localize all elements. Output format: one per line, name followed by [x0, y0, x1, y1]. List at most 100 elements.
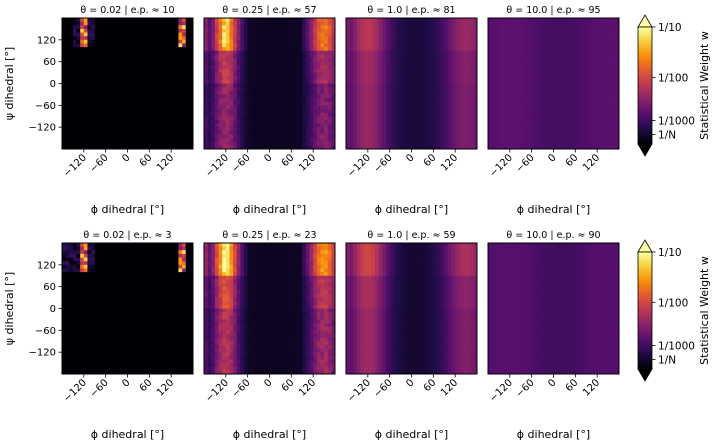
heatmap-cell	[469, 119, 474, 124]
heatmap-cell	[564, 145, 569, 150]
heatmap-cell	[346, 87, 351, 92]
heatmap-cell	[309, 141, 314, 146]
heatmap-cell	[498, 87, 503, 92]
heatmap-cell	[305, 28, 310, 33]
heatmap-cell	[386, 94, 391, 99]
heatmap-cell	[309, 25, 314, 30]
heatmap-cell	[316, 58, 321, 63]
heatmap-cell	[331, 65, 336, 70]
heatmap-cell	[327, 90, 332, 95]
heatmap-cell	[422, 105, 427, 110]
heatmap-cell	[502, 138, 507, 143]
heatmap-cell	[393, 58, 398, 63]
heatmap-cell	[440, 145, 445, 150]
heatmap-cell	[549, 141, 554, 146]
heatmap-cell	[102, 39, 107, 44]
heatmap-cell	[331, 58, 336, 63]
heatmap-cell	[535, 21, 540, 26]
heatmap-cell	[280, 90, 285, 95]
heatmap-cell	[564, 90, 569, 95]
heatmap-cell	[152, 68, 158, 73]
heatmap-cell	[364, 83, 369, 88]
heatmap-cell	[284, 21, 289, 26]
heatmap-cell	[207, 141, 212, 146]
heatmap-cell	[440, 18, 445, 23]
heatmap-cell	[386, 72, 391, 77]
heatmap-cell	[382, 108, 387, 114]
heatmap-cell	[349, 28, 354, 33]
heatmap-cell	[440, 116, 445, 121]
heatmap-cell	[262, 119, 267, 124]
heatmap-cell	[444, 32, 449, 37]
heatmap-cell	[447, 54, 452, 59]
heatmap-cell	[498, 28, 503, 33]
heatmap-cell	[94, 79, 99, 84]
heatmap-cell	[134, 18, 139, 23]
heatmap-cell	[167, 72, 172, 77]
heatmap-cell	[142, 94, 147, 99]
heatmap-cell	[160, 58, 165, 63]
heatmap-cell	[378, 36, 383, 41]
heatmap-cell	[462, 65, 467, 70]
heatmap-cell	[218, 112, 223, 117]
heatmap-cell	[178, 58, 183, 63]
heatmap-cell	[258, 76, 263, 81]
heatmap-cell	[466, 90, 471, 95]
heatmap-cell	[251, 130, 256, 135]
heatmap-cell	[127, 145, 132, 150]
heatmap-cell	[433, 87, 438, 92]
heatmap-cell	[462, 21, 467, 26]
heatmap-cell	[280, 130, 285, 135]
heatmap-cell	[582, 21, 587, 26]
heatmap-cell	[185, 58, 190, 63]
y-tick-label: 120	[37, 35, 56, 46]
heatmap-cell	[436, 101, 442, 106]
heatmap-cell	[578, 98, 584, 103]
heatmap-cell	[167, 127, 172, 132]
heatmap-cell	[120, 116, 125, 121]
heatmap-cell	[360, 123, 365, 128]
heatmap-cell	[214, 54, 219, 59]
heatmap-cell	[189, 138, 194, 143]
heatmap-cell	[76, 47, 81, 52]
heatmap-cell	[167, 108, 172, 114]
heatmap-cell	[502, 116, 507, 121]
heatmap-cell	[182, 134, 187, 139]
heatmap-cell	[331, 50, 336, 55]
heatmap-cell	[254, 94, 259, 99]
heatmap-cell	[244, 83, 249, 88]
heatmap-cell	[185, 76, 190, 81]
heatmap-cell	[269, 43, 274, 48]
heatmap-cell	[233, 134, 238, 139]
heatmap-cell	[538, 123, 543, 128]
heatmap-cell	[524, 39, 529, 44]
heatmap-cell	[455, 43, 460, 48]
heatmap-cell	[353, 65, 358, 70]
heatmap-cell	[222, 47, 227, 52]
heatmap-cell	[269, 145, 274, 150]
heatmap-cell	[145, 127, 150, 132]
heatmap-cell	[426, 138, 431, 143]
heatmap-cell	[356, 72, 361, 77]
heatmap-cell	[258, 61, 263, 66]
heatmap-cell	[109, 108, 114, 114]
heatmap-cell	[127, 50, 132, 55]
heatmap-cell	[447, 123, 452, 128]
heatmap-cell	[225, 18, 230, 23]
heatmap-cell	[302, 98, 307, 103]
heatmap-cell	[83, 47, 88, 52]
heatmap-cell	[444, 130, 449, 135]
heatmap-cell	[549, 127, 554, 132]
heatmap-cell	[382, 98, 387, 103]
heatmap-cell	[123, 68, 128, 73]
heatmap-cell	[94, 47, 99, 52]
heatmap-cell	[524, 108, 529, 114]
heatmap-cell	[535, 105, 540, 110]
heatmap-cell	[152, 138, 158, 143]
heatmap-cell	[575, 39, 580, 44]
heatmap-cell	[436, 141, 442, 146]
heatmap-cell	[469, 47, 474, 52]
heatmap-cell	[83, 65, 88, 70]
heatmap-cell	[112, 134, 117, 139]
heatmap-cell	[360, 32, 365, 37]
